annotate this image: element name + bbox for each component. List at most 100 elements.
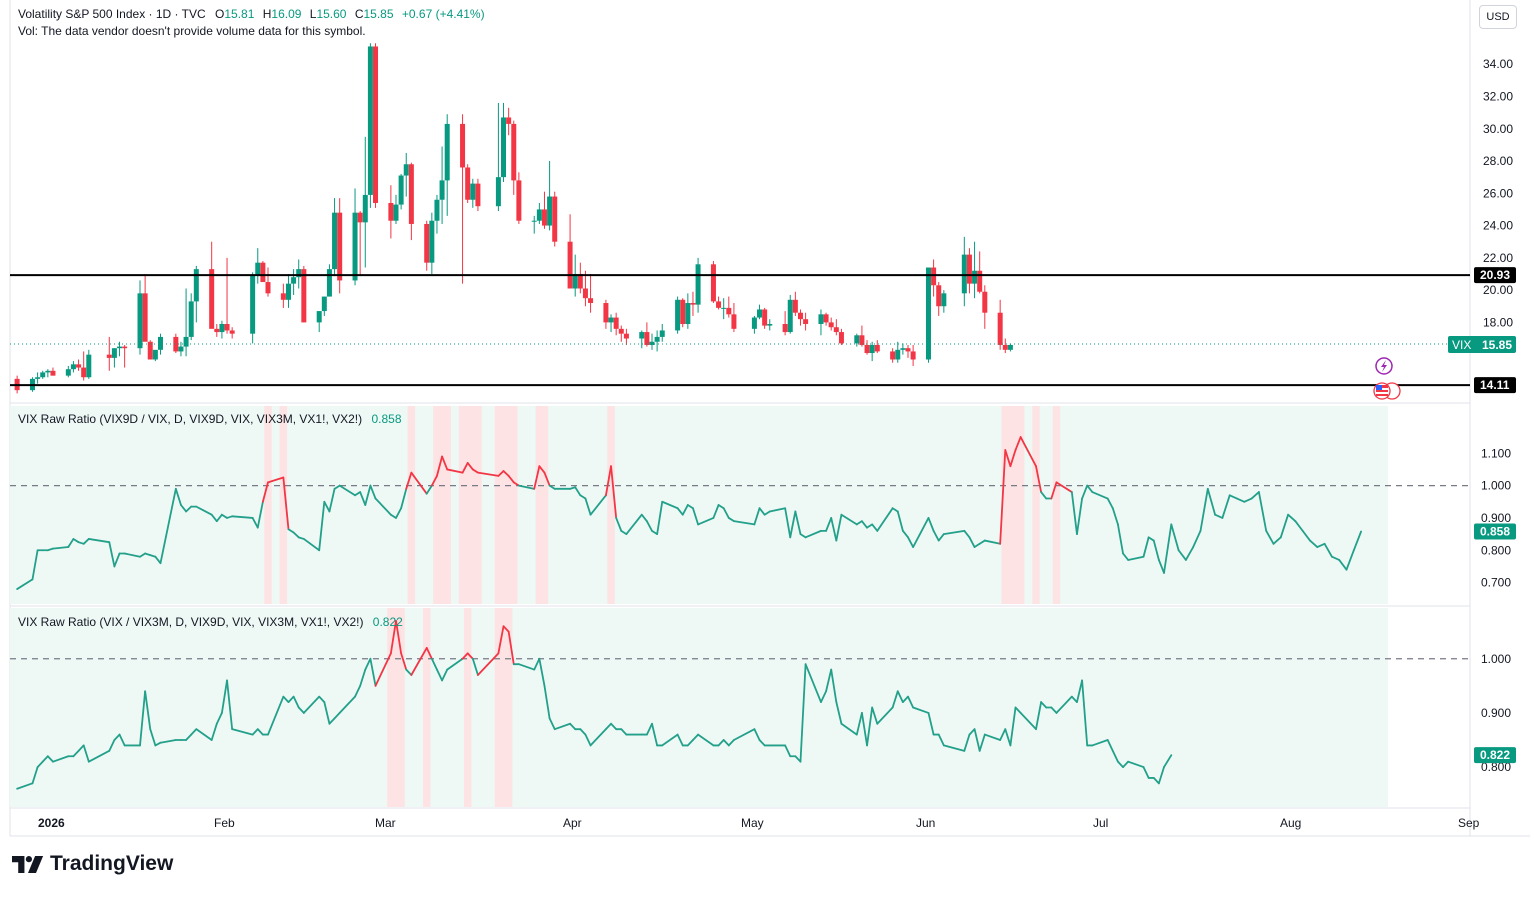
candle [910,344,916,366]
ratio-segment [717,504,725,510]
ratio-segment [1014,706,1022,714]
ratio-segment [256,728,264,736]
highlight-band [499,608,508,807]
candle [644,322,650,347]
pane-fill [10,406,1388,604]
svg-text:VIX: VIX [1452,338,1471,352]
candle [465,164,471,203]
time-tick-label: Apr [563,816,582,830]
ratio-segment [297,706,305,714]
ratio-segment [861,712,868,747]
ratio-segment [87,538,111,544]
ratio-segment [1265,529,1275,545]
candle [552,191,558,247]
candle [291,269,297,295]
ratio-segment [645,520,653,532]
tradingview-logo[interactable]: TradingView [12,852,173,876]
candle [751,315,757,334]
ratio-segment [364,657,372,671]
ratio-tick-label: 1.100 [1481,446,1511,460]
ratio-segment [584,497,592,516]
ratio-segment [1004,728,1012,747]
ratio-segment [497,470,505,477]
candle [613,312,619,336]
highlight-band [463,608,472,807]
ratio-segment [799,663,807,763]
ratio-segment [722,507,730,519]
candle [690,291,696,316]
candle [803,312,809,331]
ratio-segment [620,728,628,736]
candle [931,259,937,297]
candle [767,319,773,331]
us-flag-icon[interactable] [1373,382,1401,400]
ratio-segment [1157,559,1165,574]
ratio-segment [553,722,571,731]
highlight-band [463,406,472,604]
ratio-segment [231,728,254,736]
ratio-segment [113,733,121,741]
ratio-tick-label: 0.700 [1481,576,1511,590]
ratio-segment [615,517,623,532]
lightning-icon[interactable] [1375,357,1393,375]
candle [229,327,235,339]
ratio-segment [369,657,377,687]
main-legend: Volatility S&P 500 Index · 1D · TVC O15.… [18,7,485,21]
ratio-segment [210,513,218,523]
price-tick-label: 26.00 [1483,186,1513,200]
candle [511,120,517,195]
ratio-segment [901,695,909,703]
ratio-segment [400,487,408,510]
ratio-segment [651,529,659,535]
candle [588,273,594,313]
ratio-segment [185,733,193,741]
ratio-segment [359,491,367,506]
ratio-segment [430,657,438,671]
ratio-segment [1345,549,1355,571]
ratio-tick-label: 1.000 [1481,479,1511,493]
highlight-band [397,608,405,807]
ratio-segment [323,701,331,725]
ratio-segment [912,706,930,714]
ratio-segment [1316,542,1326,548]
ratio-segment [968,536,976,548]
highlight-band [458,406,467,604]
time-tick-label: Aug [1280,816,1301,830]
ratio-segment [1050,706,1058,714]
ratio-segment [72,538,80,544]
ratio-segment [261,481,269,503]
candle [214,324,220,337]
candle [925,267,931,363]
candle [393,194,399,224]
highlight-band [1006,406,1015,604]
last-price-tag: VIX 15.85 [10,336,1516,353]
ratio-segment [840,722,858,736]
ratio-segment [389,513,397,519]
highlight-band [387,608,395,807]
ratio-segment [395,619,403,655]
ratio-segment [113,552,121,568]
ratio-segment [733,520,756,526]
ratio-segment [804,529,822,539]
candle [470,178,476,208]
ratio-segment [1309,539,1319,548]
candle [122,344,128,368]
ratio-segment [226,679,234,731]
ratio-tick-label: 0.900 [1481,706,1511,720]
ratio-segment [1142,766,1150,779]
ratio-segment [1214,513,1224,519]
ratio-segment [686,504,694,510]
ratio-segment [876,706,894,725]
candle [224,257,230,334]
ratio-segment [1206,487,1216,516]
ratio-segment [942,529,966,535]
ratio-tick-label: 0.800 [1481,760,1511,774]
ratio-segment [1122,760,1130,768]
ratio-segment [891,690,899,709]
ratio-segment [333,484,341,490]
ratio-segment [302,538,321,552]
ratio-segment [866,523,874,529]
ratio-segment [1287,513,1297,523]
currency-button[interactable]: USD [1479,5,1517,29]
